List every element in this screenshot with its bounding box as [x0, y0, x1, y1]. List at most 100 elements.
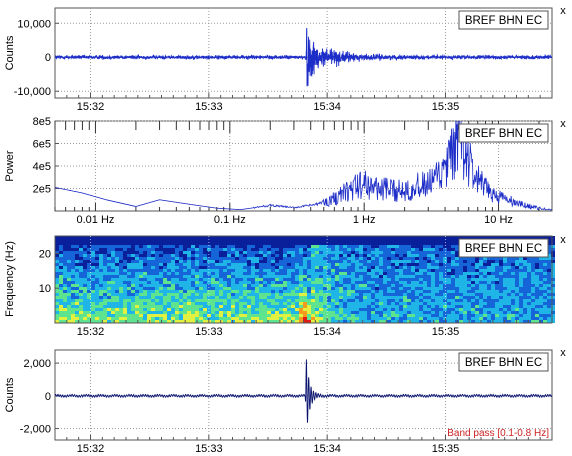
spectrogram-cell: [407, 293, 411, 296]
spectrogram-cell: [99, 236, 103, 239]
spectrogram-cell: [139, 317, 143, 320]
spectrogram-cell: [271, 269, 275, 272]
spectrogram-cell: [539, 305, 543, 308]
spectrogram-cell: [223, 281, 227, 284]
spectrogram-cell: [331, 263, 335, 266]
spectrogram-cell: [335, 239, 339, 242]
spectrogram-cell: [343, 242, 347, 245]
spectrogram-cell: [463, 272, 467, 275]
spectrogram-cell: [367, 290, 371, 293]
spectrogram-cell: [171, 311, 175, 314]
spectrogram-cell: [143, 302, 147, 305]
spectrogram-cell: [479, 317, 483, 320]
spectrogram-cell: [159, 266, 163, 269]
spectrogram-cell: [59, 239, 63, 242]
spectrogram-cell: [291, 278, 295, 281]
spectrogram-cell: [543, 296, 547, 299]
spectrogram-cell: [151, 266, 155, 269]
waveform-close-button[interactable]: x: [560, 5, 566, 17]
spectrogram-cell: [99, 302, 103, 305]
spectrogram-cell: [131, 287, 135, 290]
spectrogram-cell: [131, 251, 135, 254]
spectrogram-cell: [363, 317, 367, 320]
spectrogram-cell: [275, 272, 279, 275]
spectrogram-cell: [123, 236, 127, 239]
spectrogram-cell: [103, 299, 107, 302]
spectrogram-cell: [167, 299, 171, 302]
spectrogram-cell: [127, 272, 131, 275]
spectrogram-cell: [415, 266, 419, 269]
spectrogram-cell: [115, 281, 119, 284]
spectrogram-cell: [447, 311, 451, 314]
spectrogram-cell: [87, 266, 91, 269]
spectrogram-cell: [203, 245, 207, 248]
spectrogram-cell: [523, 260, 527, 263]
spectrogram-cell: [179, 263, 183, 266]
spectrogram-cell: [419, 251, 423, 254]
spectrogram-cell: [191, 248, 195, 251]
spectrogram-cell: [271, 263, 275, 266]
spectrogram-cell: [399, 302, 403, 305]
spectrogram-cell: [427, 302, 431, 305]
spectrogram-cell: [327, 269, 331, 272]
spectrogram-cell: [163, 269, 167, 272]
spectrogram-cell: [331, 245, 335, 248]
spectrogram-cell: [499, 269, 503, 272]
spectrogram-cell: [91, 308, 95, 311]
spectrogram-cell: [287, 236, 291, 239]
spectrogram-cell: [115, 287, 119, 290]
spectrogram-cell: [183, 248, 187, 251]
spectrogram-cell: [447, 269, 451, 272]
spectrogram-close-button[interactable]: x: [560, 234, 566, 246]
spectrogram-cell: [299, 287, 303, 290]
spectrogram-cell: [315, 272, 319, 275]
spectrogram-cell: [359, 287, 363, 290]
spectrogram-cell: [287, 239, 291, 242]
spectrogram-cell: [227, 251, 231, 254]
spectrogram-cell: [447, 287, 451, 290]
spectrogram-cell: [447, 320, 451, 323]
spectrogram-cell: [71, 284, 75, 287]
spectrogram-cell: [335, 290, 339, 293]
spectrogram-cell: [343, 317, 347, 320]
spectrogram-cell: [383, 284, 387, 287]
spectrogram-cell: [295, 248, 299, 251]
spectrogram-cell: [171, 317, 175, 320]
spectrogram-cell: [319, 305, 323, 308]
spectrogram-cell: [459, 275, 463, 278]
spectrogram-cell: [275, 299, 279, 302]
spectrogram-cell: [411, 284, 415, 287]
spectrogram-cell: [175, 302, 179, 305]
spectrogram-cell: [419, 239, 423, 242]
spectrogram-cell: [283, 254, 287, 257]
spectrogram-cell: [63, 266, 67, 269]
spectrogram-cell: [291, 236, 295, 239]
spectrogram-cell: [335, 272, 339, 275]
spectrogram-cell: [59, 263, 63, 266]
filtered-close-button[interactable]: x: [560, 347, 566, 359]
spectrogram-cell: [191, 296, 195, 299]
spectrogram-cell: [359, 272, 363, 275]
spectrogram-cell: [171, 269, 175, 272]
spectrogram-cell: [515, 290, 519, 293]
spectrum-y-tick-label: 2e5: [33, 184, 51, 196]
spectrogram-cell: [63, 317, 67, 320]
spectrogram-cell: [119, 320, 123, 323]
spectrogram-cell: [75, 284, 79, 287]
spectrogram-cell: [87, 314, 91, 317]
spectrogram-cell: [339, 308, 343, 311]
spectrogram-cell: [223, 305, 227, 308]
spectrum-close-button[interactable]: x: [560, 118, 566, 130]
spectrogram-cell: [143, 311, 147, 314]
spectrogram-cell: [211, 278, 215, 281]
spectrogram-cell: [59, 314, 63, 317]
spectrogram-cell: [239, 299, 243, 302]
spectrogram-cell: [451, 308, 455, 311]
spectrogram-cell: [95, 266, 99, 269]
spectrogram-cell: [243, 281, 247, 284]
spectrogram-cell: [471, 317, 475, 320]
spectrogram-cell: [279, 236, 283, 239]
spectrogram-cell: [71, 302, 75, 305]
spectrogram-cell: [91, 278, 95, 281]
spectrogram-cell: [263, 314, 267, 317]
